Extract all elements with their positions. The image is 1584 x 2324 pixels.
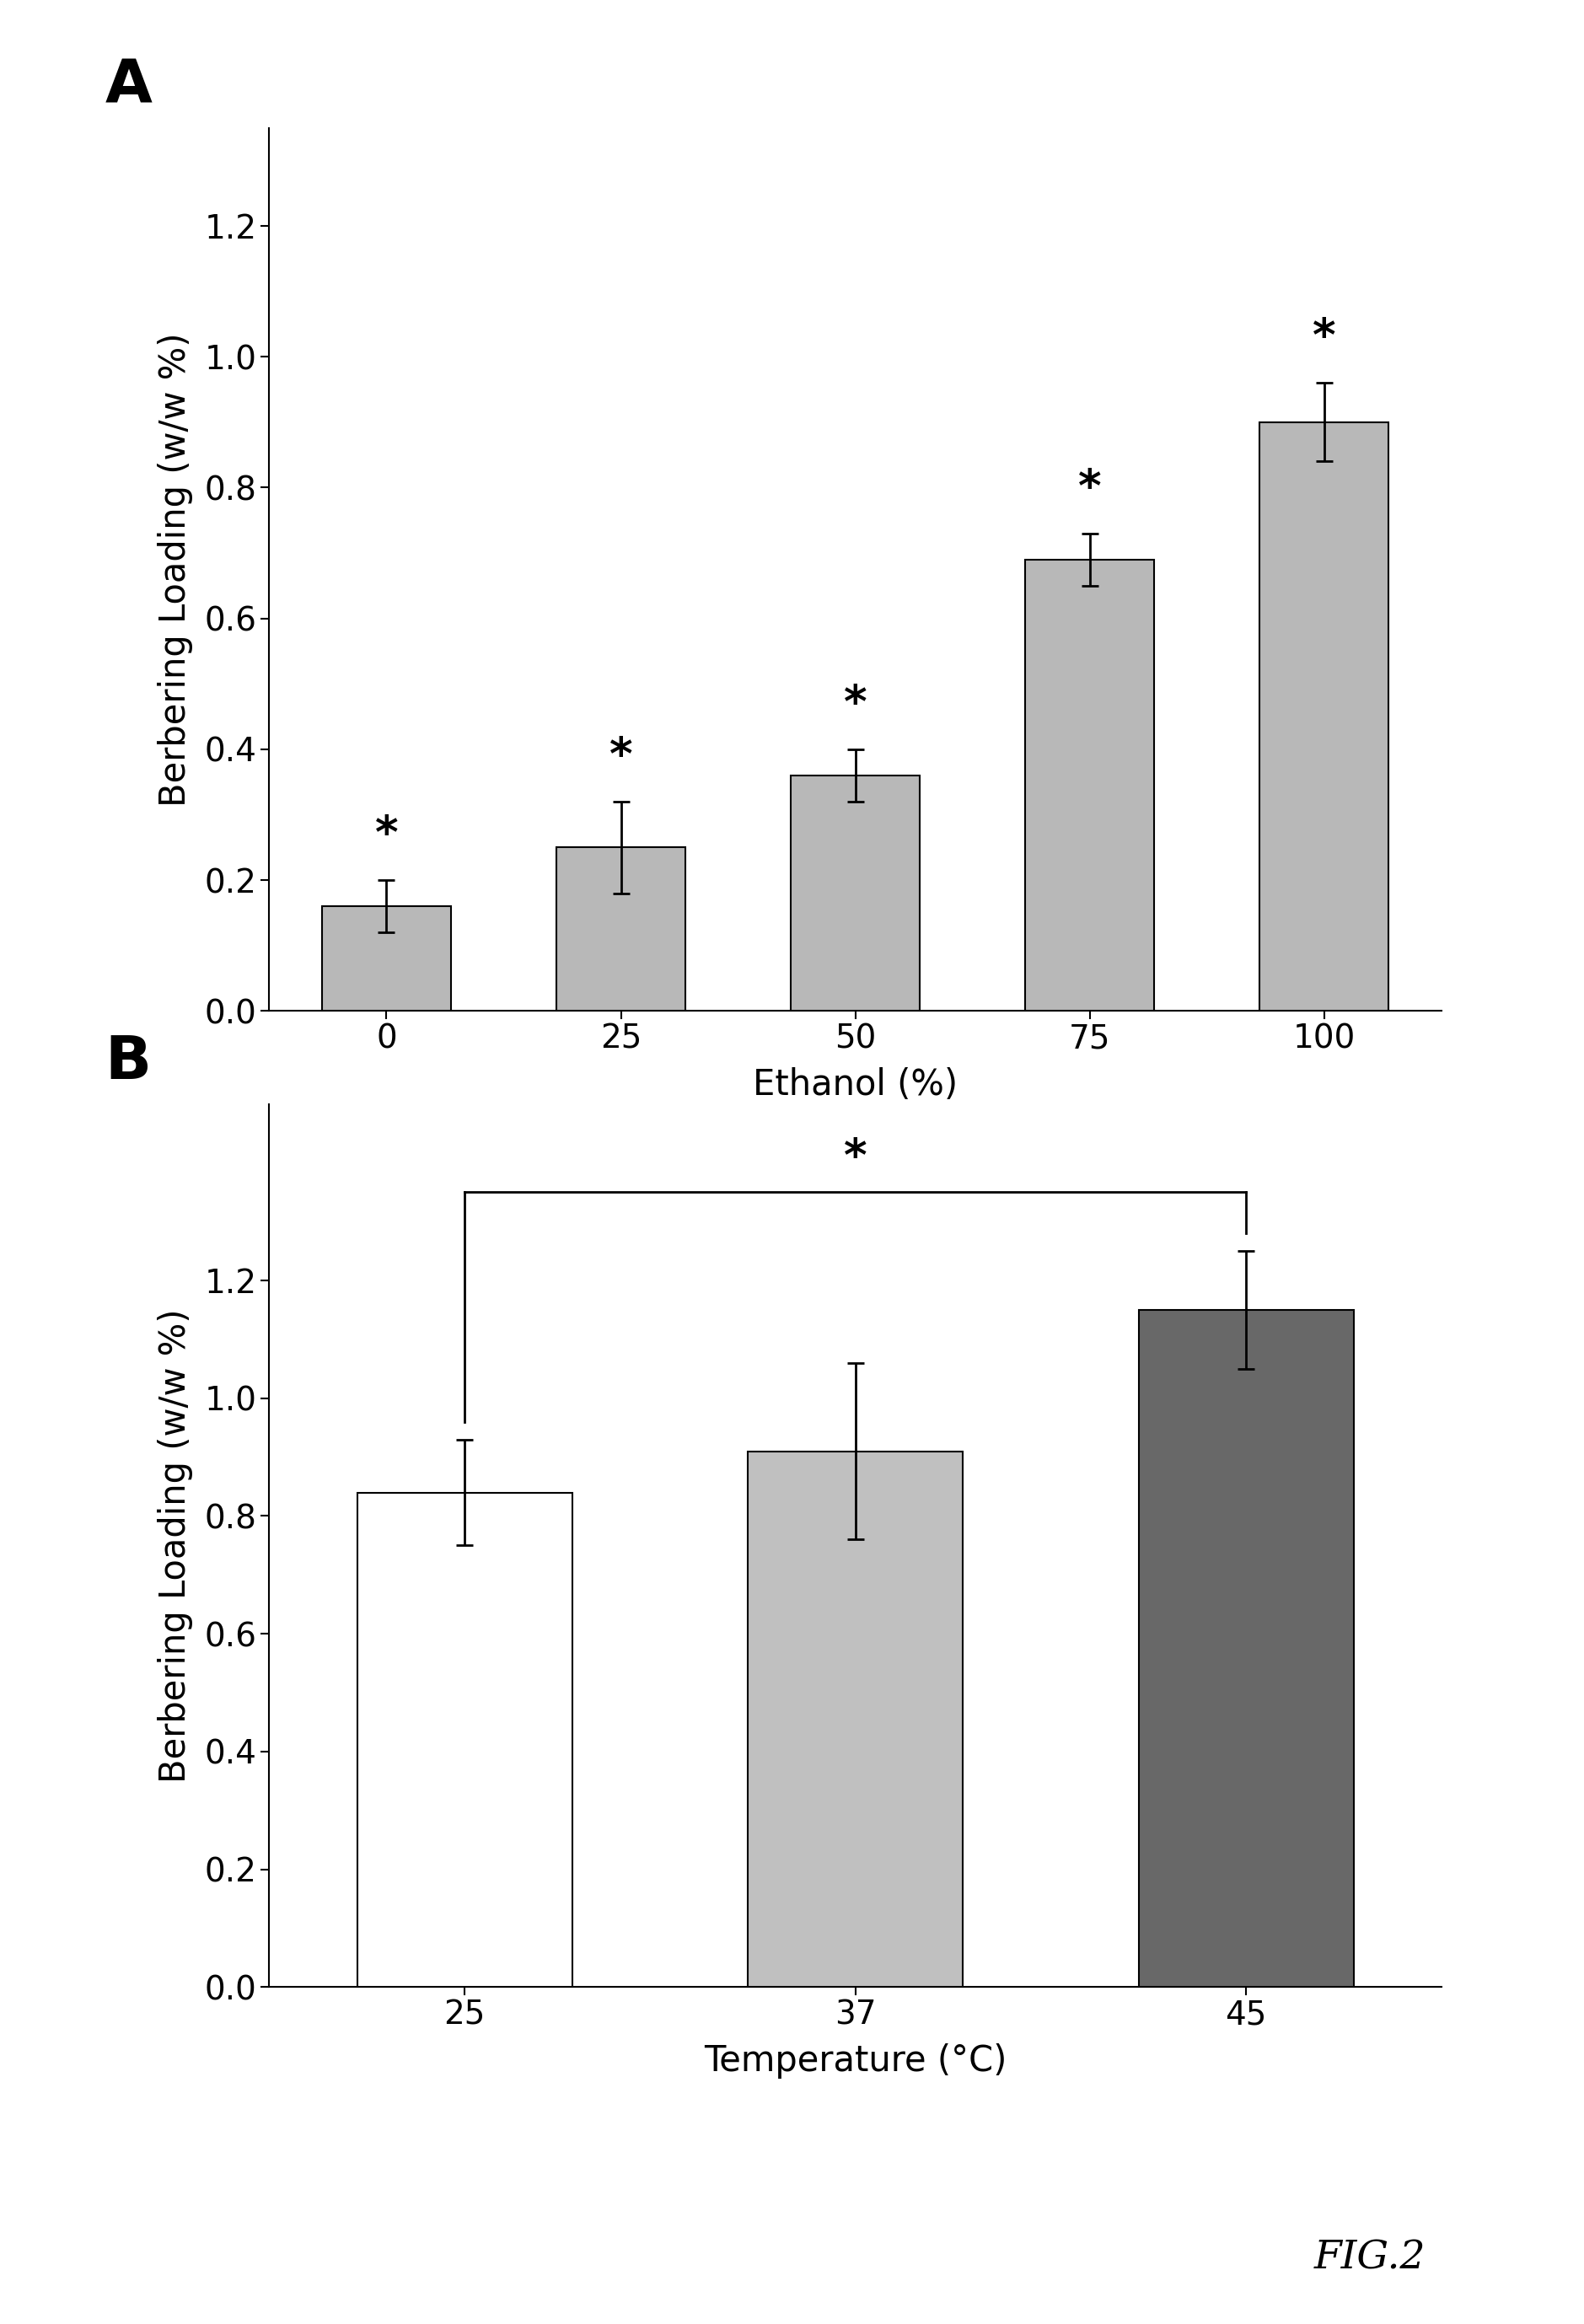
X-axis label: Temperature (°C): Temperature (°C) <box>703 2043 1007 2078</box>
Bar <box>556 848 686 1011</box>
Bar <box>358 1492 572 1987</box>
Text: B: B <box>105 1034 152 1092</box>
Text: FIG.2: FIG.2 <box>1313 2240 1426 2278</box>
Text: *: * <box>610 734 632 779</box>
Bar <box>748 1450 963 1987</box>
Bar <box>1139 1311 1353 1987</box>
Bar <box>1259 423 1389 1011</box>
Text: *: * <box>1079 467 1101 511</box>
Text: A: A <box>105 58 152 116</box>
Text: *: * <box>1313 316 1335 360</box>
Text: *: * <box>375 813 398 858</box>
Text: *: * <box>844 1136 866 1181</box>
X-axis label: Ethanol (%): Ethanol (%) <box>752 1067 958 1102</box>
Bar <box>322 906 451 1011</box>
Text: *: * <box>844 683 866 727</box>
Bar <box>1025 560 1155 1011</box>
Y-axis label: Berbering Loading (w/w %): Berbering Loading (w/w %) <box>157 332 193 806</box>
Y-axis label: Berbering Loading (w/w %): Berbering Loading (w/w %) <box>157 1308 193 1783</box>
Bar <box>790 776 920 1011</box>
